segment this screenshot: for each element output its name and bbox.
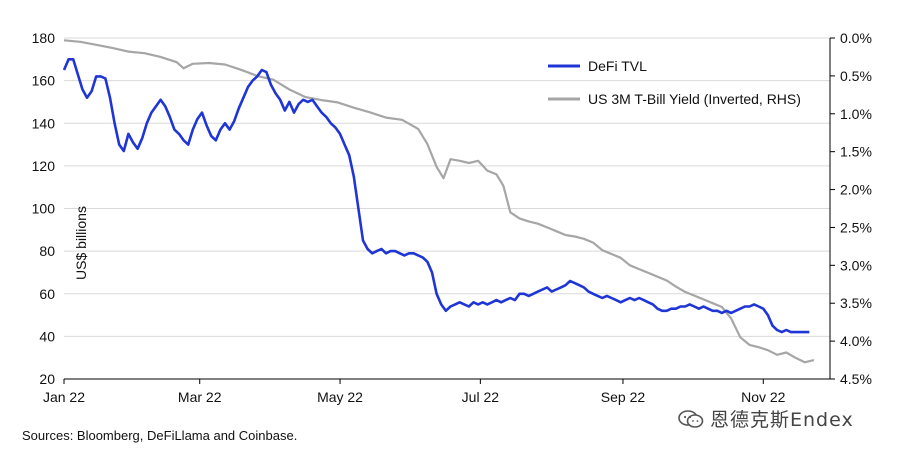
x-tick-5: Nov 22	[741, 389, 786, 405]
watermark-text: 恩德克斯Endex	[710, 409, 854, 431]
y-left-tick-180: 180	[32, 30, 56, 46]
x-tick-4: Sep 22	[601, 389, 646, 405]
series-line-defi-tvl	[62, 57, 810, 334]
y-left-tick-100: 100	[32, 201, 56, 217]
source-note: Sources: Bloomberg, DeFiLlama and Coinba…	[22, 428, 298, 443]
y-right-tick-2: 1.0%	[840, 106, 872, 122]
legend: DeFi TVL US 3M T-Bill Yield (Inverted, R…	[548, 58, 801, 107]
x-tick-1: Mar 22	[178, 389, 222, 405]
y-left-tick-140: 140	[32, 115, 56, 131]
y-left-tick-160: 160	[32, 73, 56, 89]
y-left-tick-120: 120	[32, 158, 56, 174]
y-left-tick-40: 40	[39, 328, 55, 344]
y-right-tick-7: 3.5%	[840, 295, 872, 311]
x-tick-2: May 22	[317, 389, 363, 405]
y-right-tick-5: 2.5%	[840, 219, 872, 235]
y-left-tick-80: 80	[39, 243, 55, 259]
y-right-tick-9: 4.5%	[840, 371, 872, 387]
left-axis-ticks: 20 40 60 80 100 120 140 160 180	[32, 30, 56, 387]
right-axis-ticks: 0.0% 0.5% 1.0% 1.5% 2.0% 2.5% 3.0% 3.5% 4.0% 4.5%	[830, 30, 872, 387]
grid	[64, 37, 830, 337]
y-right-tick-0: 0.0%	[840, 30, 872, 46]
wechat-icon	[678, 409, 704, 428]
y-right-tick-3: 1.5%	[840, 144, 872, 160]
y-axis-label: US$ billions	[73, 206, 89, 280]
y-left-tick-60: 60	[39, 286, 55, 302]
y-left-tick-20: 20	[39, 371, 55, 387]
legend-label-defi-tvl: DeFi TVL	[588, 58, 647, 74]
x-axis-ticks: Jan 22 Mar 22 May 22 Jul 22 Sep 22 Nov 22	[43, 379, 786, 405]
watermark: 恩德克斯Endex	[678, 405, 854, 432]
series-line-tbill-yield	[63, 39, 815, 364]
series-layer	[62, 39, 815, 364]
y-right-tick-1: 0.5%	[840, 68, 872, 84]
x-tick-3: Jul 22	[462, 389, 500, 405]
y-right-tick-8: 4.0%	[840, 333, 872, 349]
y-right-tick-4: 2.0%	[840, 182, 872, 198]
x-tick-0: Jan 22	[43, 389, 85, 405]
legend-label-tbill-yield: US 3M T-Bill Yield (Inverted, RHS)	[588, 91, 801, 107]
y-right-tick-6: 3.0%	[840, 257, 872, 273]
